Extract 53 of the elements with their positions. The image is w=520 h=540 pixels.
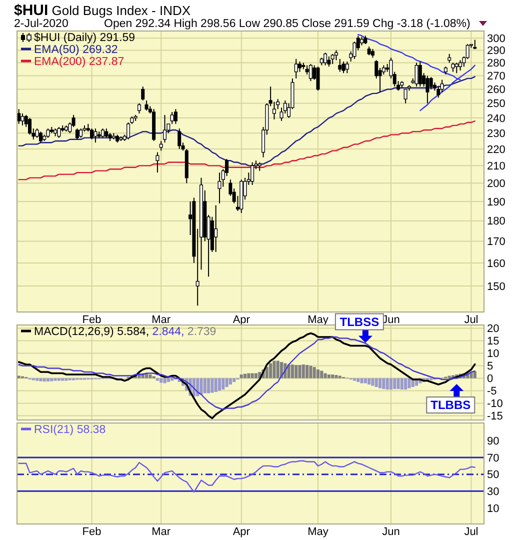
legend-label: $HUI (Daily) 291.59 xyxy=(34,32,135,44)
y-tick-label: 150 xyxy=(487,280,506,293)
x-tick-label: Feb xyxy=(82,526,102,538)
x-tick-label: Jul xyxy=(464,314,478,326)
x-tick-label: Mar xyxy=(152,314,171,326)
y-tick-label: 90 xyxy=(487,436,500,448)
annotation: TLBSS xyxy=(340,314,380,329)
x-tick-label: Jun xyxy=(382,314,400,326)
x-tick-label: Jun xyxy=(382,526,400,538)
x-tick-label: Apr xyxy=(232,314,250,326)
y-tick-label: 180 xyxy=(487,216,506,228)
y-tick-label: -15 xyxy=(487,410,503,423)
text: 2.739 xyxy=(184,326,216,338)
x-tick-label: Apr xyxy=(232,526,250,538)
legend-label: RSI(21) 58.38 xyxy=(34,424,106,436)
y-tick-label: 5 xyxy=(487,360,494,373)
x-tick-label: Feb xyxy=(82,314,102,326)
y-tick-label: 15 xyxy=(487,336,500,348)
annotation: TLBBS xyxy=(430,398,471,412)
y-tick-label: 200 xyxy=(487,178,506,190)
y-tick-label: 160 xyxy=(487,258,506,270)
x-tick-label: May xyxy=(308,526,329,538)
legend-label: EMA(200) 237.87 xyxy=(34,56,124,68)
legend-label: MACD(12,26,9) 5.584, xyxy=(34,326,150,338)
y-tick-label: 210 xyxy=(487,160,506,173)
y-tick-label: 300 xyxy=(487,32,506,45)
x-tick-label: Mar xyxy=(152,526,171,538)
y-tick-label: 50 xyxy=(487,469,500,482)
y-tick-label: 290 xyxy=(487,45,506,58)
y-tick-label: 280 xyxy=(487,58,506,70)
text: 2-Jul-2020 xyxy=(14,18,68,30)
legend-label: EMA(50) 269.32 xyxy=(34,44,118,56)
y-tick-label: 250 xyxy=(487,98,506,110)
y-tick-label: 10 xyxy=(487,502,500,515)
y-tick-label: 190 xyxy=(487,196,506,208)
y-tick-label: 220 xyxy=(487,144,506,156)
y-tick-label: 270 xyxy=(487,70,506,83)
x-tick-label: May xyxy=(308,314,329,326)
y-tick-label: 30 xyxy=(487,486,500,498)
chart-title: $HUI Gold Bugs Index - INDX xyxy=(14,2,191,19)
y-tick-label: 0 xyxy=(487,373,494,386)
y-tick-label: 20 xyxy=(487,323,500,336)
y-tick-label: 10 xyxy=(487,348,500,360)
y-tick-label: -5 xyxy=(487,386,497,398)
chart-subtitle: Open 292.34 High 298.56 Low 290.85 Close 291.59 Chg -3.18 (-1.08%) xyxy=(104,18,471,30)
y-tick-label: 70 xyxy=(487,452,500,464)
y-tick-label: 260 xyxy=(487,84,506,96)
x-tick-label: Jul xyxy=(464,526,478,538)
y-tick-label: 230 xyxy=(487,128,506,140)
y-tick-label: 170 xyxy=(487,236,506,248)
y-tick-label: 240 xyxy=(487,112,506,125)
text: 2.844, xyxy=(149,326,184,338)
y-tick-label: -10 xyxy=(487,398,503,410)
